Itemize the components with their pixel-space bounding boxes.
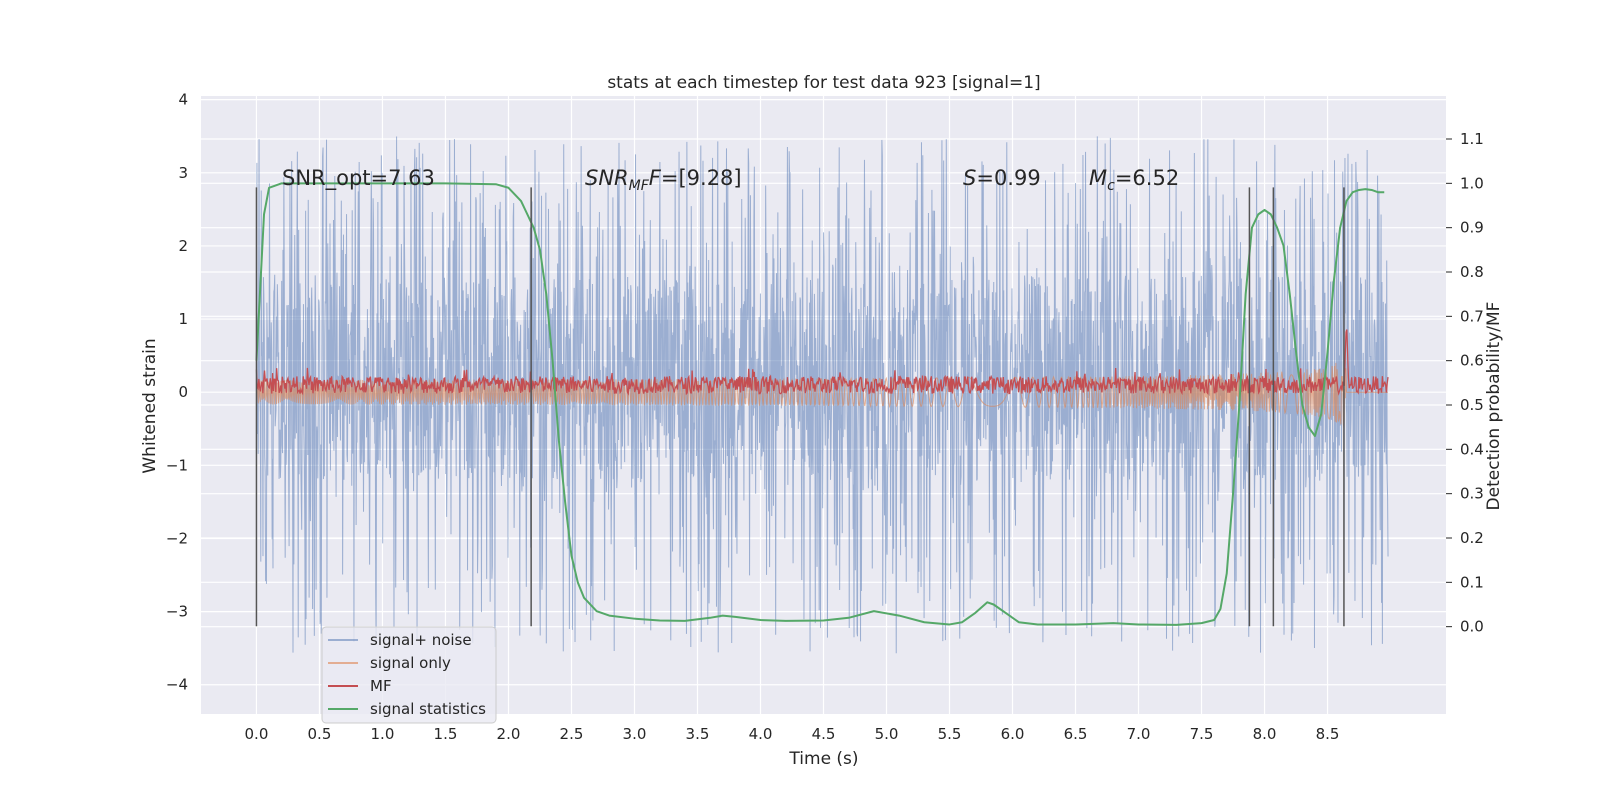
s-value: =0.99	[976, 166, 1040, 190]
y-tick-label-right: 1.0	[1460, 174, 1484, 192]
legend-label-signal-statistics: signal statistics	[370, 700, 486, 718]
x-tick-label: 8.5	[1316, 725, 1340, 743]
y-tick-label-left: −2	[166, 529, 188, 547]
legend-box	[321, 626, 497, 724]
series-signal-noise	[255, 136, 1389, 654]
legend-label-signal-noise: signal+ noise	[370, 631, 472, 649]
y-tick-label-left: −3	[166, 603, 188, 621]
y-tick-label-right: 0.1	[1460, 573, 1484, 591]
x-tick-label: 0.0	[245, 725, 269, 743]
y-tick-label-right: 0.8	[1460, 263, 1484, 281]
annotation-mc: Mc=6.52	[1089, 166, 1179, 194]
legend: signal+ noise signal only MF signal stat…	[321, 626, 497, 724]
y-tick-label-right: 0.7	[1460, 307, 1484, 325]
y-tick-label-left: −4	[166, 676, 188, 694]
y-tick-label-left: 0	[178, 383, 188, 401]
x-tick-label: 5.5	[938, 725, 962, 743]
x-tick-label: 0.5	[308, 725, 332, 743]
plot-layer	[255, 136, 1389, 654]
mc-name: M	[1089, 166, 1107, 190]
annotation-snr-opt: SNR_opt=7.63	[282, 166, 435, 191]
y-tick-label-right: 0.2	[1460, 529, 1484, 547]
y-tick-label-right: 0.5	[1460, 396, 1484, 414]
x-axis-label: Time (s)	[788, 749, 858, 769]
y-axis-label-left: Whitened strain	[140, 338, 160, 473]
y-tick-label-left: −1	[166, 456, 188, 474]
series-signal-statistics	[255, 182, 1385, 626]
x-tick-label: 2.5	[560, 725, 584, 743]
y-tick-label-left: 3	[178, 164, 188, 182]
legend-label-mf: MF	[370, 677, 392, 695]
y-tick-label-left: 2	[178, 237, 188, 255]
x-ticks: 0.0 0.5 1.0 1.5 2.0 2.5 3.0 3.5 4.0 4.5 5.0 5.5 6.0 6…	[245, 725, 1340, 743]
y-tick-label-right: 0.0	[1460, 618, 1484, 636]
y-tick-label-left: 1	[178, 310, 188, 328]
y-tick-label-right: 0.4	[1460, 440, 1484, 458]
snr-mf-name: SNR	[585, 166, 629, 190]
snr-mf-sub: MF	[629, 178, 650, 194]
series-signal-only	[255, 362, 1389, 429]
x-tick-label: 5.0	[875, 725, 899, 743]
y-ticks-left: −4 −3 −2 −1 0 1 2 3 4	[166, 91, 188, 694]
y-tick-label-right: 0.6	[1460, 352, 1484, 370]
y-tick-label-left: 4	[178, 91, 188, 109]
annotation-snr-mf: SNRMFF=[9.28]	[585, 166, 742, 194]
x-tick-label: 1.0	[371, 725, 395, 743]
y-axis-label-right: Detection probability/MF	[1484, 302, 1504, 511]
x-tick-label: 2.0	[497, 725, 521, 743]
annotation-s: S=0.99	[963, 166, 1041, 190]
x-tick-label: 6.0	[1001, 725, 1025, 743]
y-tick-label-right: 0.9	[1460, 219, 1484, 237]
y-tick-label-right: 1.1	[1460, 130, 1484, 148]
x-tick-label: 8.0	[1253, 725, 1277, 743]
x-tick-label: 3.0	[623, 725, 647, 743]
x-tick-label: 7.0	[1127, 725, 1151, 743]
chart-title: stats at each timestep for test data 923…	[607, 73, 1040, 93]
legend-label-signal-only: signal only	[370, 654, 451, 672]
x-tick-label: 1.5	[434, 725, 458, 743]
snr-mf-value: =[9.28]	[661, 166, 742, 190]
series-mf	[255, 329, 1389, 396]
mc-value: =6.52	[1115, 166, 1179, 190]
y-ticks-right: 0.0 0.1 0.2 0.3 0.4 0.5 0.6 0.7 0.8 0.9 1.0 1.1	[1446, 130, 1484, 636]
x-tick-label: 3.5	[686, 725, 710, 743]
x-tick-label: 7.5	[1190, 725, 1214, 743]
x-tick-label: 6.5	[1064, 725, 1088, 743]
x-tick-label: 4.0	[749, 725, 773, 743]
s-name: S	[963, 166, 976, 190]
y-tick-label-right: 0.3	[1460, 485, 1484, 503]
mc-sub: c	[1107, 178, 1115, 194]
x-tick-label: 4.5	[812, 725, 836, 743]
vertical-lines	[255, 187, 1345, 627]
